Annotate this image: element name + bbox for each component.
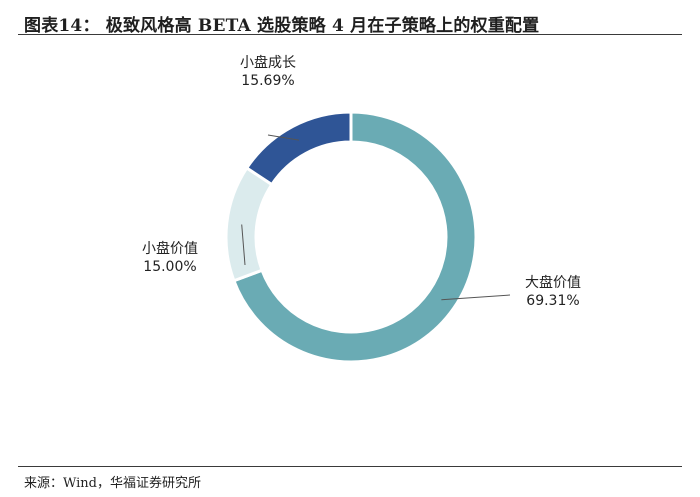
label-small-value-value: 15.00% xyxy=(143,259,197,275)
slice-large-value xyxy=(231,110,478,364)
leader-line-small-value xyxy=(241,224,246,266)
chart-title: 图表14： 极致风格高 BETA 选股策略 4 月在子策略上的权重配置 xyxy=(24,16,540,36)
label-large-value: 大盘价值 69.31% xyxy=(503,274,603,310)
label-large-value-value: 69.31% xyxy=(526,293,580,309)
label-small-growth-name: 小盘成长 xyxy=(240,55,296,71)
label-large-value-name: 大盘价值 xyxy=(525,275,581,291)
source-note: 来源：Wind，华福证券研究所 xyxy=(24,476,201,491)
label-small-growth-value: 15.69% xyxy=(241,73,295,89)
title-bar: 图表14： 极致风格高 BETA 选股策略 4 月在子策略上的权重配置 xyxy=(18,10,682,36)
label-small-growth: 小盘成长 15.69% xyxy=(218,54,318,90)
leader-line-large-value xyxy=(441,294,511,301)
chart-area xyxy=(0,40,700,460)
slice-small-value xyxy=(224,165,274,283)
donut-chart xyxy=(224,110,511,364)
slice-small-growth xyxy=(244,110,353,187)
label-small-value-name: 小盘价值 xyxy=(142,241,198,257)
leader-line-small-growth xyxy=(267,134,300,141)
footer-divider xyxy=(18,466,682,467)
label-small-value: 小盘价值 15.00% xyxy=(120,240,220,276)
